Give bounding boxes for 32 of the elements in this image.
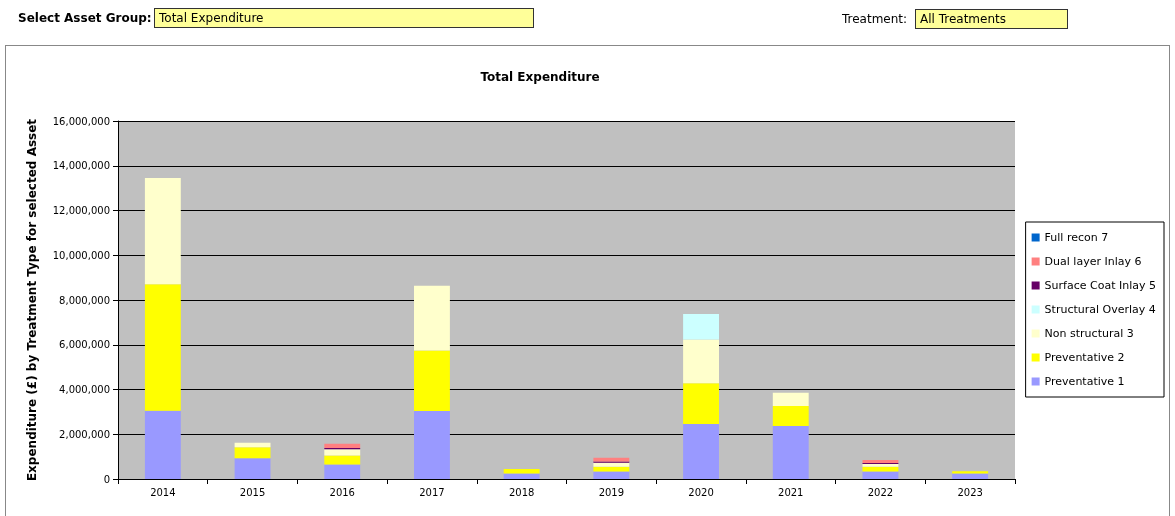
x-tick-label: 2014: [150, 486, 176, 498]
y-tick-label: 16,000,000: [52, 115, 110, 127]
y-tick-label: 0: [103, 473, 110, 485]
x-tick-label: 2022: [867, 486, 894, 498]
legend-label: Structural Overlay 4: [1044, 303, 1156, 316]
text-field: All Treatments: [915, 9, 1068, 29]
legend-label: Preventative 1: [1044, 375, 1125, 388]
x-tick-label: 2018: [508, 486, 535, 498]
x-tick-label: 2023: [957, 486, 983, 498]
text: Select Asset Group:: [18, 11, 152, 25]
legend-label: Surface Coat Inlay 5: [1044, 279, 1157, 292]
x-tick-label: 2015: [239, 486, 266, 498]
y-axis-title: Expenditure (£) by Treatment Type for selected Asset: [25, 118, 39, 482]
y-tick-label: 2,000,000: [59, 428, 110, 440]
x-tick-label: 2017: [419, 486, 445, 498]
x-tick-label: 2021: [778, 486, 804, 498]
legend-label: Non structural 3: [1044, 327, 1134, 340]
legend-label: Preventative 2: [1044, 351, 1125, 364]
y-tick-label: 14,000,000: [52, 160, 110, 172]
chart-title: Total Expenditure: [480, 70, 600, 84]
y-tick-label: 12,000,000: [52, 205, 110, 216]
text: Treatment:: [842, 12, 908, 26]
y-tick-label: 8,000,000: [59, 294, 110, 306]
y-tick-label: 6,000,000: [59, 339, 110, 351]
x-tick-label: 2019: [598, 486, 625, 498]
x-tick-label: 2020: [688, 486, 714, 498]
y-tick-label: 4,000,000: [59, 384, 110, 395]
x-tick-label: 2016: [329, 486, 355, 498]
y-tick-label: 10,000,000: [52, 249, 110, 261]
legend-label: Full recon 7: [1044, 231, 1109, 244]
legend-label: Dual layer Inlay 6: [1044, 255, 1142, 268]
text-field: Total Expenditure: [154, 8, 534, 28]
